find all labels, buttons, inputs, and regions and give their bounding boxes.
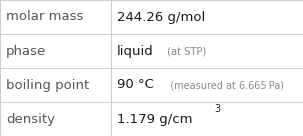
Text: density: density (6, 112, 55, 126)
Text: 3: 3 (214, 104, 220, 115)
Text: 244.26 g/mol: 244.26 g/mol (117, 10, 205, 24)
Text: (at STP): (at STP) (164, 46, 206, 56)
Text: 1.179 g/cm: 1.179 g/cm (117, 112, 192, 126)
Text: phase: phase (6, 44, 46, 58)
Text: (measured at 6.665 Pa): (measured at 6.665 Pa) (164, 80, 284, 90)
Text: liquid: liquid (117, 44, 153, 58)
Text: boiling point: boiling point (6, 78, 89, 92)
Text: 90 °C: 90 °C (117, 78, 154, 92)
Text: molar mass: molar mass (6, 10, 83, 24)
